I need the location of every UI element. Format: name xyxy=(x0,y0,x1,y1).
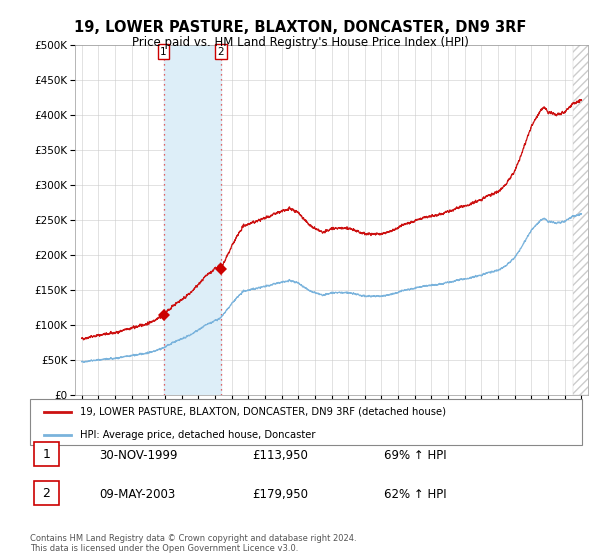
Text: 69% ↑ HPI: 69% ↑ HPI xyxy=(384,449,446,462)
FancyBboxPatch shape xyxy=(34,442,59,466)
Text: Price paid vs. HM Land Registry's House Price Index (HPI): Price paid vs. HM Land Registry's House … xyxy=(131,36,469,49)
Text: 1: 1 xyxy=(160,47,167,57)
FancyBboxPatch shape xyxy=(30,399,582,445)
Text: £179,950: £179,950 xyxy=(252,488,308,501)
Text: Contains HM Land Registry data © Crown copyright and database right 2024.
This d: Contains HM Land Registry data © Crown c… xyxy=(30,534,356,553)
Text: 2: 2 xyxy=(218,47,224,57)
Text: 30-NOV-1999: 30-NOV-1999 xyxy=(99,449,178,462)
FancyBboxPatch shape xyxy=(34,481,59,506)
Text: 1: 1 xyxy=(43,447,50,461)
Text: HPI: Average price, detached house, Doncaster: HPI: Average price, detached house, Donc… xyxy=(80,430,315,440)
Text: 09-MAY-2003: 09-MAY-2003 xyxy=(99,488,175,501)
Text: £113,950: £113,950 xyxy=(252,449,308,462)
Bar xyxy=(164,45,221,395)
Text: 19, LOWER PASTURE, BLAXTON, DONCASTER, DN9 3RF (detached house): 19, LOWER PASTURE, BLAXTON, DONCASTER, D… xyxy=(80,407,446,417)
Text: 2: 2 xyxy=(43,487,50,500)
Text: 62% ↑ HPI: 62% ↑ HPI xyxy=(384,488,446,501)
Text: 19, LOWER PASTURE, BLAXTON, DONCASTER, DN9 3RF: 19, LOWER PASTURE, BLAXTON, DONCASTER, D… xyxy=(74,20,526,35)
